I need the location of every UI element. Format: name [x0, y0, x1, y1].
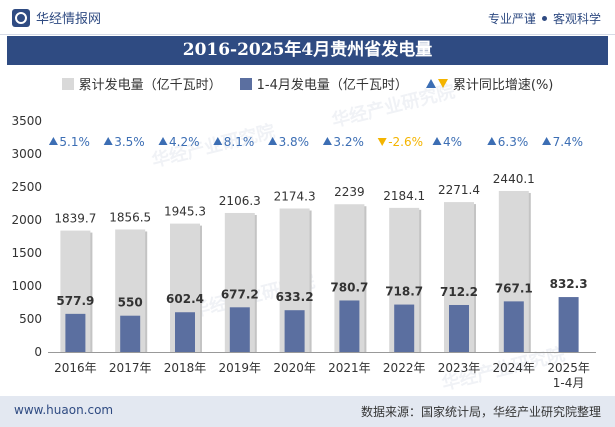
slogan-left: 专业严谨	[487, 12, 536, 26]
growth-label: 3.8%	[279, 135, 310, 149]
data-label-cumulative: 1856.5	[109, 210, 151, 224]
legend-label-cumulative: 累计发电量（亿千瓦时）	[78, 78, 222, 93]
bar-period	[558, 297, 579, 352]
growth-label: 3.2%	[333, 135, 364, 149]
data-label-cumulative: 2184.1	[383, 189, 425, 203]
data-label-period: 718.7	[385, 285, 423, 299]
triangle-up-icon	[425, 79, 436, 88]
growth-label: -2.6%	[388, 135, 423, 149]
legend-item-cumulative[interactable]: 累计发电量（亿千瓦时）	[61, 74, 222, 93]
footer-website-link[interactable]: www.huaon.com	[14, 403, 114, 417]
chart-legend: 累计发电量（亿千瓦时） 1-4月发电量（亿千瓦时） 累计同比增速(%)	[0, 74, 615, 93]
data-label-period: 780.7	[330, 280, 368, 294]
growth-up-triangle	[48, 137, 58, 145]
legend-swatch-cumulative	[61, 77, 74, 90]
data-label-cumulative: 1945.3	[164, 205, 206, 219]
x-tick-label: 2024年	[493, 361, 536, 375]
growth-label: 5.1%	[59, 135, 90, 149]
dot-separator-icon	[541, 16, 547, 21]
y-tick-label: 500	[19, 312, 42, 326]
data-label-cumulative: 2174.3	[274, 189, 316, 203]
data-label-cumulative: 1839.7	[54, 212, 96, 226]
slogan-right: 客观科学	[552, 12, 601, 26]
x-tick-label: 2020年	[273, 361, 316, 375]
growth-label: 8.1%	[224, 135, 255, 149]
data-label-cumulative: 2106.3	[219, 194, 261, 208]
data-label-period: 577.9	[56, 294, 94, 308]
growth-down-triangle	[377, 138, 387, 146]
triangle-down-icon	[437, 79, 448, 88]
data-label-period: 602.4	[166, 292, 204, 306]
data-label-period: 767.1	[495, 281, 533, 295]
legend-item-growth[interactable]: 累计同比增速(%)	[425, 74, 554, 93]
footer-source: 数据来源：国家统计局，华经产业研究院整理	[360, 405, 601, 419]
legend-label-growth: 累计同比增速(%)	[452, 78, 554, 93]
x-tick-label: 2017年	[109, 361, 152, 375]
data-label-cumulative: 2239	[334, 185, 365, 199]
bar-period	[394, 304, 415, 352]
growth-up-triangle	[322, 137, 332, 145]
chart-plot: 0 500 1000 1500 2000 2500 3000 3500 1839.7 577.9 5…	[11, 114, 596, 390]
growth-label: 4.2%	[169, 135, 200, 149]
y-tick-label: 1500	[11, 246, 42, 260]
data-label-period: 712.2	[440, 285, 478, 299]
y-tick-label: 0	[34, 345, 42, 359]
bar-period	[175, 312, 195, 352]
footer-bar: www.huaon.com 数据来源：国家统计局，华经产业研究院整理	[0, 396, 615, 427]
growth-label: 6.3%	[498, 135, 529, 149]
bar-period	[284, 310, 305, 352]
logo-icon	[12, 8, 30, 27]
x-tick-label: 2018年	[164, 361, 207, 375]
chart-title: 2016-2025年4月贵州省发电量	[7, 36, 608, 65]
growth-up-triangle	[103, 137, 113, 145]
bar-period	[339, 300, 360, 352]
x-tick-label: 1-4月	[553, 376, 585, 390]
y-tick-label: 1000	[11, 279, 42, 293]
growth-up-triangle	[432, 137, 442, 145]
bar-period	[503, 301, 524, 352]
growth-up-triangle	[158, 137, 168, 145]
legend-label-period: 1-4月发电量（亿千瓦时）	[256, 78, 408, 93]
y-tick-label: 2000	[11, 213, 42, 227]
data-label-period: 832.3	[550, 277, 588, 291]
brand-logo[interactable]: 华经情报网	[12, 8, 101, 27]
data-label-period: 633.2	[276, 290, 314, 304]
growth-up-triangle	[213, 137, 223, 145]
top-bar: 华经情报网 专业严谨 客观科学	[0, 0, 615, 35]
x-tick-label: 2025年	[547, 361, 590, 375]
data-label-period: 550	[118, 296, 143, 310]
y-tick-label: 2500	[11, 180, 42, 194]
growth-up-triangle	[487, 137, 497, 145]
x-tick-label: 2016年	[54, 361, 97, 375]
bar-period	[120, 315, 141, 352]
bar-period	[65, 313, 86, 352]
growth-up-triangle	[268, 137, 278, 145]
bar-period	[449, 304, 469, 352]
data-label-period: 677.2	[221, 287, 259, 301]
slogan: 专业严谨 客观科学	[488, 10, 601, 27]
growth-up-triangle	[542, 137, 552, 145]
growth-label: 3.5%	[114, 135, 145, 149]
growth-label: 4%	[443, 135, 462, 149]
x-tick-label: 2022年	[383, 361, 426, 375]
x-tick-label: 2019年	[219, 361, 262, 375]
legend-item-period[interactable]: 1-4月发电量（亿千瓦时）	[239, 74, 408, 93]
x-tick-label: 2021年	[328, 361, 371, 375]
growth-label: 7.4%	[553, 135, 584, 149]
legend-swatch-period	[239, 77, 252, 90]
y-tick-label: 3000	[11, 147, 42, 161]
data-label-cumulative: 2440.1	[493, 172, 535, 186]
x-tick-label: 2023年	[438, 361, 481, 375]
y-tick-label: 3500	[11, 114, 42, 128]
bar-period	[229, 307, 250, 352]
brand-name: 华经情报网	[36, 12, 102, 27]
data-label-cumulative: 2271.4	[438, 183, 480, 197]
